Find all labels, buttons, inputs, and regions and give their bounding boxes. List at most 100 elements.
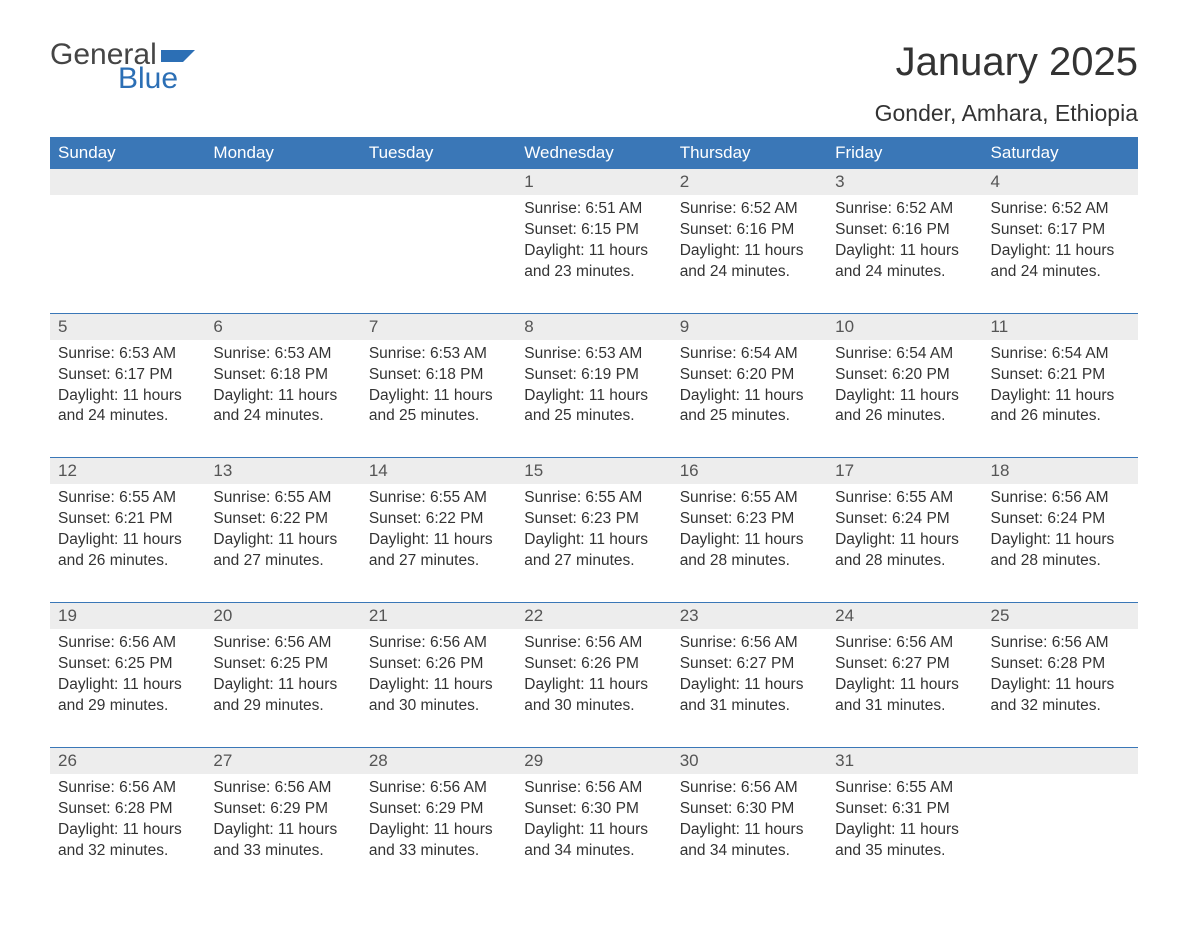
day-cell [983, 774, 1138, 892]
daylight-line: Daylight: 11 hours and 32 minutes. [991, 675, 1130, 717]
day-cell: Sunrise: 6:56 AMSunset: 6:26 PMDaylight:… [361, 629, 516, 747]
day-cell: Sunrise: 6:55 AMSunset: 6:22 PMDaylight:… [361, 484, 516, 602]
day-number: 27 [205, 748, 360, 774]
sunset-line: Sunset: 6:24 PM [991, 509, 1130, 530]
day-number: 2 [672, 169, 827, 195]
day-number [983, 748, 1138, 774]
sunset-line: Sunset: 6:29 PM [369, 799, 508, 820]
daylight-line: Daylight: 11 hours and 32 minutes. [58, 820, 197, 862]
day-body-row: Sunrise: 6:53 AMSunset: 6:17 PMDaylight:… [50, 340, 1138, 458]
weekday-header: Saturday [983, 137, 1138, 169]
day-number-row: 1234 [50, 169, 1138, 195]
daylight-line: Daylight: 11 hours and 34 minutes. [680, 820, 819, 862]
day-number-row: 19202122232425 [50, 603, 1138, 629]
day-body-row: Sunrise: 6:51 AMSunset: 6:15 PMDaylight:… [50, 195, 1138, 313]
day-cell [361, 195, 516, 313]
day-number: 22 [516, 603, 671, 629]
weekday-header: Sunday [50, 137, 205, 169]
sunrise-line: Sunrise: 6:53 AM [369, 344, 508, 365]
sunrise-line: Sunrise: 6:52 AM [680, 199, 819, 220]
daylight-line: Daylight: 11 hours and 26 minutes. [991, 386, 1130, 428]
sunset-line: Sunset: 6:28 PM [991, 654, 1130, 675]
day-number: 6 [205, 314, 360, 340]
day-cell: Sunrise: 6:56 AMSunset: 6:30 PMDaylight:… [672, 774, 827, 892]
sunset-line: Sunset: 6:29 PM [213, 799, 352, 820]
sunset-line: Sunset: 6:25 PM [213, 654, 352, 675]
sunrise-line: Sunrise: 6:55 AM [213, 488, 352, 509]
daylight-line: Daylight: 11 hours and 33 minutes. [213, 820, 352, 862]
daylight-line: Daylight: 11 hours and 33 minutes. [369, 820, 508, 862]
sunrise-line: Sunrise: 6:56 AM [680, 778, 819, 799]
daylight-line: Daylight: 11 hours and 27 minutes. [369, 530, 508, 572]
logo-text-blue: Blue [118, 64, 195, 94]
sunset-line: Sunset: 6:16 PM [835, 220, 974, 241]
sunrise-line: Sunrise: 6:56 AM [680, 633, 819, 654]
sunrise-line: Sunrise: 6:52 AM [991, 199, 1130, 220]
sunset-line: Sunset: 6:17 PM [991, 220, 1130, 241]
daylight-line: Daylight: 11 hours and 30 minutes. [369, 675, 508, 717]
day-cell: Sunrise: 6:56 AMSunset: 6:27 PMDaylight:… [672, 629, 827, 747]
day-cell: Sunrise: 6:56 AMSunset: 6:26 PMDaylight:… [516, 629, 671, 747]
sunrise-line: Sunrise: 6:56 AM [524, 778, 663, 799]
day-number: 29 [516, 748, 671, 774]
day-number: 4 [983, 169, 1138, 195]
sunset-line: Sunset: 6:20 PM [680, 365, 819, 386]
day-cell: Sunrise: 6:54 AMSunset: 6:20 PMDaylight:… [672, 340, 827, 458]
sunrise-line: Sunrise: 6:56 AM [213, 633, 352, 654]
day-number [361, 169, 516, 195]
day-number: 9 [672, 314, 827, 340]
day-body-row: Sunrise: 6:56 AMSunset: 6:28 PMDaylight:… [50, 774, 1138, 892]
sunset-line: Sunset: 6:18 PM [369, 365, 508, 386]
daylight-line: Daylight: 11 hours and 25 minutes. [369, 386, 508, 428]
weekday-header: Thursday [672, 137, 827, 169]
daylight-line: Daylight: 11 hours and 25 minutes. [524, 386, 663, 428]
sunrise-line: Sunrise: 6:56 AM [991, 488, 1130, 509]
sunset-line: Sunset: 6:28 PM [58, 799, 197, 820]
daylight-line: Daylight: 11 hours and 23 minutes. [524, 241, 663, 283]
day-cell: Sunrise: 6:55 AMSunset: 6:22 PMDaylight:… [205, 484, 360, 602]
day-cell: Sunrise: 6:56 AMSunset: 6:29 PMDaylight:… [205, 774, 360, 892]
day-number: 17 [827, 458, 982, 484]
day-cell: Sunrise: 6:56 AMSunset: 6:28 PMDaylight:… [983, 629, 1138, 747]
sunrise-line: Sunrise: 6:56 AM [213, 778, 352, 799]
day-number-row: 567891011 [50, 314, 1138, 340]
sunrise-line: Sunrise: 6:54 AM [680, 344, 819, 365]
daylight-line: Daylight: 11 hours and 29 minutes. [58, 675, 197, 717]
location-subtitle: Gonder, Amhara, Ethiopia [50, 100, 1138, 127]
sunrise-line: Sunrise: 6:52 AM [835, 199, 974, 220]
daylight-line: Daylight: 11 hours and 28 minutes. [991, 530, 1130, 572]
sunrise-line: Sunrise: 6:56 AM [58, 633, 197, 654]
sunset-line: Sunset: 6:25 PM [58, 654, 197, 675]
sunset-line: Sunset: 6:27 PM [835, 654, 974, 675]
sunrise-line: Sunrise: 6:53 AM [524, 344, 663, 365]
day-cell: Sunrise: 6:55 AMSunset: 6:24 PMDaylight:… [827, 484, 982, 602]
sunrise-line: Sunrise: 6:56 AM [369, 778, 508, 799]
sunrise-line: Sunrise: 6:55 AM [835, 488, 974, 509]
day-number: 21 [361, 603, 516, 629]
daylight-line: Daylight: 11 hours and 27 minutes. [213, 530, 352, 572]
daylight-line: Daylight: 11 hours and 35 minutes. [835, 820, 974, 862]
sunrise-line: Sunrise: 6:53 AM [213, 344, 352, 365]
day-number: 7 [361, 314, 516, 340]
sunrise-line: Sunrise: 6:56 AM [835, 633, 974, 654]
day-number [205, 169, 360, 195]
sunset-line: Sunset: 6:31 PM [835, 799, 974, 820]
calendar-table: Sunday Monday Tuesday Wednesday Thursday… [50, 137, 1138, 891]
sunset-line: Sunset: 6:15 PM [524, 220, 663, 241]
sunset-line: Sunset: 6:23 PM [524, 509, 663, 530]
sunset-line: Sunset: 6:21 PM [991, 365, 1130, 386]
daylight-line: Daylight: 11 hours and 31 minutes. [680, 675, 819, 717]
sunset-line: Sunset: 6:27 PM [680, 654, 819, 675]
day-number: 15 [516, 458, 671, 484]
sunset-line: Sunset: 6:26 PM [524, 654, 663, 675]
sunrise-line: Sunrise: 6:56 AM [991, 633, 1130, 654]
sunset-line: Sunset: 6:22 PM [369, 509, 508, 530]
day-number: 30 [672, 748, 827, 774]
day-number: 24 [827, 603, 982, 629]
day-number: 16 [672, 458, 827, 484]
day-number: 26 [50, 748, 205, 774]
day-number: 8 [516, 314, 671, 340]
day-number: 5 [50, 314, 205, 340]
daylight-line: Daylight: 11 hours and 24 minutes. [680, 241, 819, 283]
day-cell: Sunrise: 6:56 AMSunset: 6:25 PMDaylight:… [50, 629, 205, 747]
